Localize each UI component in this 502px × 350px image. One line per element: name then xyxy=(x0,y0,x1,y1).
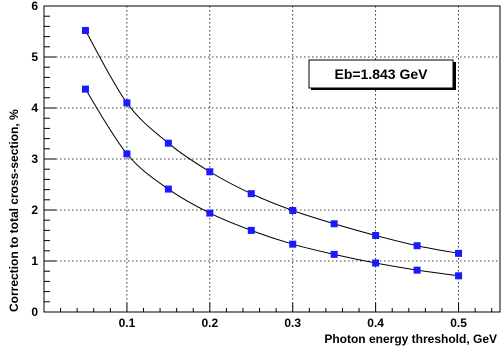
x-tick-label: 0.2 xyxy=(201,316,218,330)
series-1-line xyxy=(85,30,459,254)
y-tick-label: 3 xyxy=(31,152,38,166)
series-2-point xyxy=(289,240,297,248)
series-2-point xyxy=(164,185,172,193)
series-1-point xyxy=(289,207,297,215)
series-2-point xyxy=(455,272,463,280)
series-2-point xyxy=(413,266,421,274)
y-tick-label: 6 xyxy=(31,0,38,13)
x-tick-label: 0.4 xyxy=(367,316,384,330)
series-2-point xyxy=(247,226,255,234)
x-tick-label: 0.3 xyxy=(284,316,301,330)
y-tick-label: 2 xyxy=(31,203,38,217)
grid-lines xyxy=(44,6,500,312)
x-tick-label: 0.1 xyxy=(119,316,136,330)
series-2-point xyxy=(81,85,89,93)
series-2-point xyxy=(206,209,214,217)
y-tick-labels: 0 1 2 3 4 5 6 xyxy=(31,0,38,319)
series-1-point xyxy=(413,242,421,250)
axis-ticks xyxy=(44,5,493,313)
series-1-point xyxy=(206,168,214,176)
series-2-line xyxy=(85,88,459,277)
y-tick-label: 0 xyxy=(31,305,38,319)
series-1-point xyxy=(372,232,380,239)
series-2-point xyxy=(372,259,380,267)
y-axis-title: Correction to total cross-section, % xyxy=(7,109,21,312)
series-curves xyxy=(85,30,459,277)
y-tick-label: 4 xyxy=(31,101,38,115)
series-1-point xyxy=(164,139,172,147)
series-1-point xyxy=(455,249,463,257)
series-1-point xyxy=(81,26,89,34)
series-1-point xyxy=(123,99,131,107)
legend-box: Eb=1.843 GeV xyxy=(308,59,456,90)
series-2-point xyxy=(330,250,338,258)
energy-annotation: Eb=1.843 GeV xyxy=(334,66,428,82)
y-tick-label: 1 xyxy=(31,254,38,268)
series-2-point xyxy=(123,150,131,158)
x-axis-title: Photon energy threshold, GeV xyxy=(324,332,497,346)
series-1-point xyxy=(247,190,255,198)
x-tick-label: 0.5 xyxy=(450,316,467,330)
series-markers xyxy=(81,26,463,280)
y-tick-label: 5 xyxy=(31,50,38,64)
series-1-point xyxy=(330,220,338,228)
x-tick-labels: 0.1 0.2 0.3 0.4 0.5 xyxy=(119,316,468,330)
